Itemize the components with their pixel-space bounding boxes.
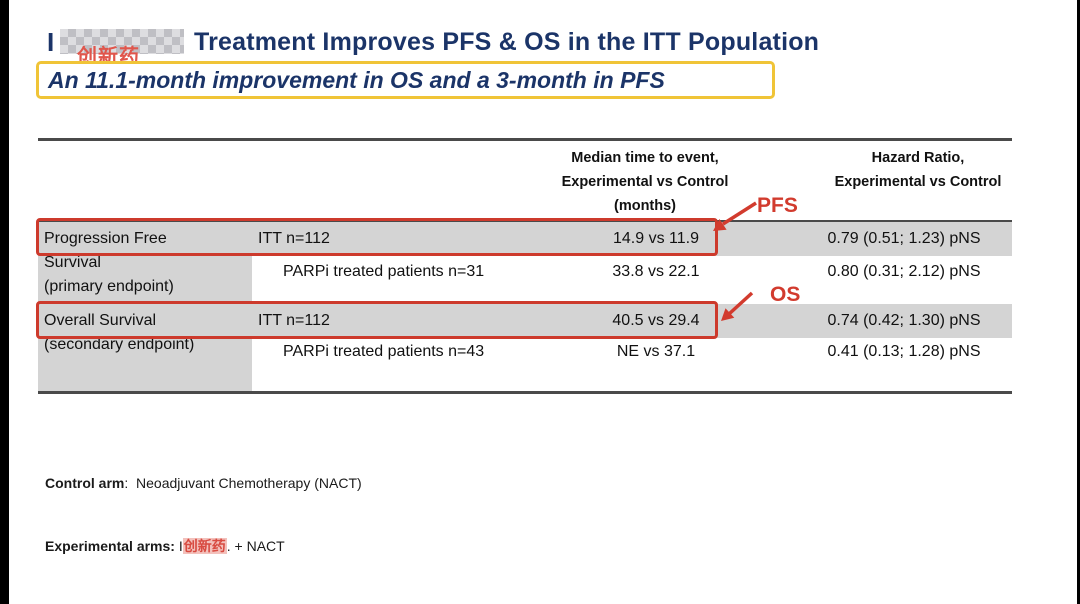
slide-title: Treatment Improves PFS & OS in the ITT P… xyxy=(194,28,820,56)
table-cell-population: ITT n=112 xyxy=(258,312,330,329)
footnotes: Control arm: Neoadjuvant Chemotherapy (N… xyxy=(45,431,362,604)
endpoint-label-line: Survival xyxy=(44,254,101,271)
table-cell-median: 33.8 vs 22.1 xyxy=(612,263,700,280)
table-cell-hazard: 0.41 (0.13; 1.28) pNS xyxy=(827,343,981,360)
subtitle-highlight-box: An 11.1-month improvement in OS and a 3-… xyxy=(36,61,775,99)
table-cell-population: ITT n=112 xyxy=(258,230,330,247)
table-cell-hazard: 0.80 (0.31; 2.12) pNS xyxy=(827,263,981,280)
footnote-label: Experimental arms: xyxy=(45,538,175,554)
endpoint-label-line: Progression Free xyxy=(44,230,167,247)
row-os-itt-background xyxy=(38,304,1012,338)
table-cell-hazard: 0.74 (0.42; 1.30) pNS xyxy=(827,312,981,329)
table-top-rule xyxy=(38,138,1012,141)
table-cell-median: NE vs 37.1 xyxy=(616,343,696,360)
endpoint-label-pfs: Progression Free Survival (primary endpo… xyxy=(44,227,248,299)
column-header-median-time: Median time to event, Experimental vs Co… xyxy=(525,146,765,218)
footnote-control-arm: Control arm: Neoadjuvant Chemotherapy (N… xyxy=(45,473,362,494)
footnote-text: . + NACT xyxy=(226,538,285,554)
left-black-bar xyxy=(0,0,9,604)
header-line: Hazard Ratio, xyxy=(871,150,965,166)
footnote-label: Control arm xyxy=(45,475,125,491)
footnote-text: : Neoadjuvant Chemotherapy (NACT) xyxy=(124,475,362,491)
header-line: Experimental vs Control xyxy=(561,174,729,190)
endpoint-label-os: Overall Survival (secondary endpoint) xyxy=(44,309,248,357)
header-line: Experimental vs Control xyxy=(834,174,1002,190)
footnote-label: pNS xyxy=(45,601,73,604)
footnote-pns: pNS: p-value not significant xyxy=(45,599,362,604)
subtitle-text: An 11.1-month improvement in OS and a 3-… xyxy=(48,66,665,93)
endpoint-label-line: (primary endpoint) xyxy=(44,278,174,295)
header-line: (months) xyxy=(613,198,676,214)
pfs-callout-label: PFS xyxy=(757,194,798,217)
right-black-bar xyxy=(1077,0,1080,604)
pfs-row-highlight-box xyxy=(36,218,718,256)
footnote-text: I xyxy=(174,538,183,554)
table-cell-population: PARPi treated patients n=43 xyxy=(283,343,485,360)
header-line: Median time to event, xyxy=(571,150,719,166)
table-bottom-rule xyxy=(38,391,1012,394)
table-cell-median: 40.5 vs 29.4 xyxy=(612,312,700,329)
table-cell-median: 14.9 vs 11.9 xyxy=(613,230,699,247)
endpoint-label-line: (secondary endpoint) xyxy=(44,336,195,353)
row-pfs-itt-background xyxy=(38,222,1012,256)
os-row-highlight-box xyxy=(36,301,718,339)
censored-drug-name-mosaic xyxy=(60,29,184,54)
table-cell-population: PARPi treated patients n=31 xyxy=(283,263,485,280)
table-header-rule xyxy=(38,220,1012,222)
column-header-hazard-ratio: Hazard Ratio, Experimental vs Control xyxy=(808,146,1028,194)
title-drug-prefix: I xyxy=(47,27,55,57)
table-cell-hazard: 0.79 (0.51; 1.23) pNS xyxy=(827,230,981,247)
censored-drug-name-footnote: 创新药 xyxy=(182,538,227,554)
footnote-experimental-arms: Experimental arms: I创新药. + NACT xyxy=(45,536,362,557)
footnote-text: : p-value not significant xyxy=(73,601,220,604)
os-callout-label: OS xyxy=(770,283,801,306)
endpoint-label-line: Overall Survival xyxy=(44,312,157,329)
